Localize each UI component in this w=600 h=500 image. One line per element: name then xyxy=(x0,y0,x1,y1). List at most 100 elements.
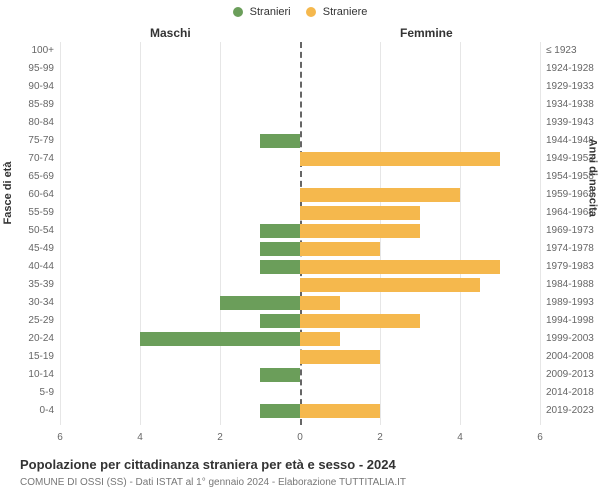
bar-maschi xyxy=(140,332,300,346)
age-label: 45-49 xyxy=(28,240,54,258)
birth-label: 1999-2003 xyxy=(546,330,594,348)
plot-area: 6420246100+≤ 192395-991924-192890-941929… xyxy=(60,42,540,425)
birth-label: 2014-2018 xyxy=(546,384,594,402)
x-tick: 0 xyxy=(297,432,303,443)
bar-femmine xyxy=(300,404,380,418)
birth-label: 1974-1978 xyxy=(546,240,594,258)
chart-row: 100+≤ 1923 xyxy=(60,42,540,60)
chart-row: 55-591964-1968 xyxy=(60,204,540,222)
legend-swatch-stranieri xyxy=(233,7,243,17)
age-label: 0-4 xyxy=(40,402,54,420)
bar-maschi xyxy=(260,224,300,238)
chart-row: 25-291994-1998 xyxy=(60,312,540,330)
birth-label: 1924-1928 xyxy=(546,60,594,78)
bar-femmine xyxy=(300,242,380,256)
age-label: 80-84 xyxy=(28,114,54,132)
bar-maschi xyxy=(260,242,300,256)
age-label: 95-99 xyxy=(28,60,54,78)
x-tick: 4 xyxy=(457,432,463,443)
bar-maschi xyxy=(260,404,300,418)
chart-title: Popolazione per cittadinanza straniera p… xyxy=(20,457,590,472)
chart-row: 85-891934-1938 xyxy=(60,96,540,114)
x-tick: 4 xyxy=(137,432,143,443)
birth-label: 1954-1958 xyxy=(546,168,594,186)
birth-label: 1949-1953 xyxy=(546,150,594,168)
legend: Stranieri Straniere xyxy=(0,6,600,18)
age-label: 15-19 xyxy=(28,348,54,366)
birth-label: 1934-1938 xyxy=(546,96,594,114)
age-label: 25-29 xyxy=(28,312,54,330)
bar-femmine xyxy=(300,206,420,220)
chart-row: 60-641959-1963 xyxy=(60,186,540,204)
chart-row: 90-941929-1933 xyxy=(60,78,540,96)
birth-label: 1959-1963 xyxy=(546,186,594,204)
chart-row: 50-541969-1973 xyxy=(60,222,540,240)
birth-label: 2004-2008 xyxy=(546,348,594,366)
chart-row: 10-142009-2013 xyxy=(60,366,540,384)
x-tick: 2 xyxy=(377,432,383,443)
legend-item-straniere: Straniere xyxy=(306,6,368,18)
bar-femmine xyxy=(300,152,500,166)
age-label: 55-59 xyxy=(28,204,54,222)
bar-femmine xyxy=(300,278,480,292)
bar-maschi xyxy=(260,260,300,274)
y-axis-left-title: Fasce di età xyxy=(2,162,14,225)
age-label: 100+ xyxy=(31,42,54,60)
birth-label: 1994-1998 xyxy=(546,312,594,330)
x-tick: 2 xyxy=(217,432,223,443)
age-label: 65-69 xyxy=(28,168,54,186)
age-label: 35-39 xyxy=(28,276,54,294)
age-label: 90-94 xyxy=(28,78,54,96)
chart-container: Stranieri Straniere Maschi Femmine Fasce… xyxy=(0,0,600,500)
age-label: 85-89 xyxy=(28,96,54,114)
chart-row: 65-691954-1958 xyxy=(60,168,540,186)
bar-maschi xyxy=(260,368,300,382)
birth-label: 2019-2023 xyxy=(546,402,594,420)
bar-femmine xyxy=(300,188,460,202)
header-femmine: Femmine xyxy=(400,26,453,40)
bar-femmine xyxy=(300,260,500,274)
birth-label: 1969-1973 xyxy=(546,222,594,240)
birth-label: 1929-1933 xyxy=(546,78,594,96)
chart-subtitle: COMUNE DI OSSI (SS) - Dati ISTAT al 1° g… xyxy=(20,477,590,488)
bar-femmine xyxy=(300,314,420,328)
legend-label-stranieri: Stranieri xyxy=(250,6,291,18)
chart-row: 75-791944-1948 xyxy=(60,132,540,150)
bar-femmine xyxy=(300,296,340,310)
chart-row: 30-341989-1993 xyxy=(60,294,540,312)
bar-maschi xyxy=(260,134,300,148)
chart-row: 80-841939-1943 xyxy=(60,114,540,132)
x-tick: 6 xyxy=(57,432,63,443)
legend-label-straniere: Straniere xyxy=(323,6,368,18)
chart-row: 5-92014-2018 xyxy=(60,384,540,402)
birth-label: 1989-1993 xyxy=(546,294,594,312)
birth-label: ≤ 1923 xyxy=(546,42,577,60)
birth-label: 1939-1943 xyxy=(546,114,594,132)
chart-row: 45-491974-1978 xyxy=(60,240,540,258)
age-label: 70-74 xyxy=(28,150,54,168)
chart-row: 0-42019-2023 xyxy=(60,402,540,420)
birth-label: 1984-1988 xyxy=(546,276,594,294)
age-label: 40-44 xyxy=(28,258,54,276)
birth-label: 1944-1948 xyxy=(546,132,594,150)
bar-femmine xyxy=(300,350,380,364)
birth-label: 2009-2013 xyxy=(546,366,594,384)
age-label: 20-24 xyxy=(28,330,54,348)
header-maschi: Maschi xyxy=(150,26,191,40)
chart-row: 40-441979-1983 xyxy=(60,258,540,276)
age-label: 10-14 xyxy=(28,366,54,384)
chart-row: 20-241999-2003 xyxy=(60,330,540,348)
birth-label: 1964-1968 xyxy=(546,204,594,222)
x-tick: 6 xyxy=(537,432,543,443)
gridline xyxy=(540,42,541,425)
chart-row: 95-991924-1928 xyxy=(60,60,540,78)
age-label: 75-79 xyxy=(28,132,54,150)
age-label: 30-34 xyxy=(28,294,54,312)
bar-femmine xyxy=(300,224,420,238)
chart-row: 15-192004-2008 xyxy=(60,348,540,366)
legend-item-stranieri: Stranieri xyxy=(233,6,291,18)
age-label: 50-54 xyxy=(28,222,54,240)
age-label: 60-64 xyxy=(28,186,54,204)
bar-femmine xyxy=(300,332,340,346)
legend-swatch-straniere xyxy=(306,7,316,17)
